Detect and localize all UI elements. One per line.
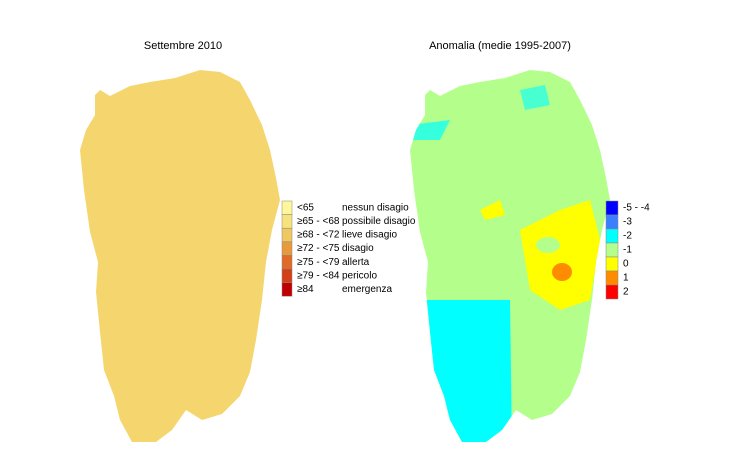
legend-range: 2 [623, 287, 629, 298]
legend-range: -2 [623, 231, 632, 242]
map-right [410, 70, 610, 442]
legend-range: ≥84 [297, 284, 314, 295]
legend-label: pericolo [342, 270, 377, 281]
legend-label: nessun disagio [342, 202, 409, 213]
legend-range: <65 [297, 202, 314, 213]
legend-range: 1 [623, 273, 629, 284]
legend-swatch [281, 200, 293, 215]
map-title: Anomalia (medie 1995-2007) [429, 40, 571, 52]
legend-swatch [281, 268, 293, 283]
legend-label: possibile disagio [342, 216, 416, 227]
legend-swatch [605, 214, 619, 230]
legend-swatch [281, 255, 293, 270]
legend-swatch [281, 214, 293, 229]
legend-label: disagio [342, 243, 374, 254]
legend-swatch [605, 270, 619, 286]
legend-swatch [605, 256, 619, 272]
legend-swatch [281, 282, 293, 297]
legend-swatch [605, 284, 619, 300]
map-title: Settembre 2010 [144, 40, 222, 52]
legend-swatch [605, 200, 619, 216]
legend-swatch [605, 228, 619, 244]
legend-range: 0 [623, 259, 629, 270]
legend-range: ≥79 - <84 [297, 270, 340, 281]
legend-label: lieve disagio [342, 230, 397, 241]
legend-label: allerta [342, 257, 370, 268]
legend-swatch [281, 241, 293, 256]
map-left [80, 70, 280, 442]
legend-range: -5 - -4 [623, 203, 650, 214]
legends: <65 nessun disagio≥65 - <68 possibile disa… [281, 200, 650, 300]
legend-swatch [281, 227, 293, 243]
legend-label: emergenza [342, 284, 392, 295]
legend-range: -1 [623, 245, 632, 256]
legend-swatch [605, 242, 619, 258]
legend-range: -3 [623, 217, 632, 228]
legend-range: ≥65 - <68 [297, 216, 340, 227]
legend-range: ≥68 - <72 [297, 230, 340, 241]
legend-range: ≥72 - <75 [297, 243, 340, 254]
legend-range: ≥75 - <79 [297, 257, 340, 268]
